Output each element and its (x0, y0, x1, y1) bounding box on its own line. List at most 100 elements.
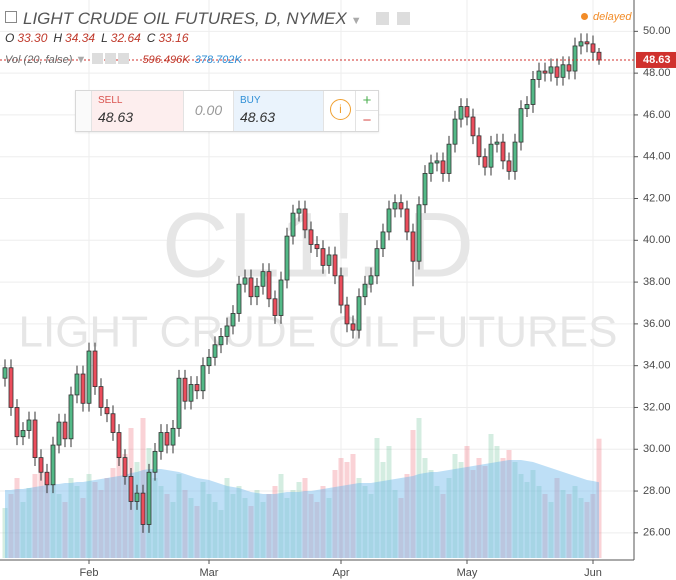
last-price-label: 48.63 (643, 54, 671, 66)
volume-bar (158, 486, 164, 558)
candle-body (284, 235, 290, 281)
volume-bar (392, 490, 398, 558)
volume-bar (554, 478, 560, 558)
volume-bar (512, 462, 518, 558)
candle-body (188, 384, 194, 402)
y-tick-label: 44.00 (643, 151, 671, 163)
candle-body (554, 66, 560, 78)
volume-bar (254, 490, 260, 558)
icon[interactable] (118, 53, 130, 64)
candle-body (86, 350, 92, 404)
candle-body (482, 156, 488, 168)
candle-body (416, 204, 422, 262)
y-tick-label: 32.00 (643, 401, 671, 413)
candle-body (152, 450, 158, 473)
collapse-button[interactable] (5, 11, 17, 23)
volume-bar (470, 470, 476, 558)
candle-body (104, 407, 110, 415)
candle-body (494, 141, 500, 145)
candle-body (314, 244, 320, 250)
volume-bar (62, 502, 68, 558)
candle-body (38, 457, 44, 473)
volume-bar (536, 486, 542, 558)
volume-bar (314, 502, 320, 558)
volume-bar (356, 478, 362, 558)
candle-body (14, 407, 20, 438)
plus-button[interactable]: + (356, 91, 378, 111)
volume-bar (86, 474, 92, 558)
volume-bar (272, 486, 278, 558)
candle-body (524, 104, 530, 110)
volume-bar (188, 498, 194, 558)
volume-bar (44, 482, 50, 558)
candle-body (518, 108, 524, 143)
candle-body (50, 444, 56, 486)
candle-body (362, 283, 368, 298)
volume-bar (134, 462, 140, 558)
candle-body (32, 419, 38, 459)
candle-body (500, 141, 506, 162)
info-button[interactable]: i (330, 99, 351, 120)
candle-body (404, 208, 410, 233)
candle-body (422, 173, 428, 206)
candle-body (560, 64, 566, 78)
ohlc-readout: O 33.30 H 34.34 L 32.64 C 33.16 (5, 31, 195, 45)
candle-body (512, 141, 518, 172)
dropdown-arrow[interactable]: ▼ (75, 54, 87, 66)
sell-label: SELL (98, 95, 123, 106)
settings-icon[interactable] (376, 12, 390, 25)
volume-bar (494, 446, 500, 558)
volume-bar (434, 486, 440, 558)
buy-label: BUY (240, 95, 261, 106)
icon[interactable] (92, 53, 104, 64)
info-cell: i (324, 91, 356, 131)
candle-body (68, 394, 74, 440)
minus-button[interactable]: − (362, 112, 372, 129)
icon[interactable] (105, 53, 117, 64)
candle-body (374, 248, 380, 277)
candle-body (356, 296, 362, 331)
candle-body (410, 231, 416, 262)
buy-button[interactable]: BUY 48.63 (234, 91, 324, 131)
volume-bar (194, 506, 200, 558)
y-tick-label: 46.00 (643, 109, 671, 121)
candle-body (434, 160, 440, 164)
volume-bar (458, 462, 464, 558)
sell-button[interactable]: SELL 48.63 (92, 91, 184, 131)
candle-body (326, 254, 332, 266)
candle-body (452, 118, 458, 145)
candle-body (584, 41, 590, 45)
candle-body (146, 471, 152, 525)
volume-bar (308, 494, 314, 558)
volume-bar (290, 490, 296, 558)
volume-bar (440, 494, 446, 558)
candle-body (242, 277, 248, 285)
y-tick-label: 28.00 (643, 485, 671, 497)
ohlc-value: 32.64 (110, 31, 141, 45)
candle-body (206, 356, 212, 367)
candle-body (248, 277, 254, 298)
candle-body (278, 279, 284, 316)
volume-bar (542, 494, 548, 558)
dropdown-arrow[interactable]: ▼ (350, 15, 362, 27)
candle-body (2, 367, 8, 379)
volume-bar (38, 458, 44, 558)
ohlc-key: H (53, 31, 63, 45)
candle-body (566, 64, 572, 72)
candle-body (44, 471, 50, 486)
ohlc-key: L (101, 31, 108, 45)
volume-bar (506, 450, 512, 558)
candle-body (488, 143, 494, 168)
volume-bar (2, 508, 8, 558)
volume-legend: Vol (20, false) ▼ 596.496K 378.702K (5, 53, 242, 66)
drag-handle[interactable] (76, 91, 92, 131)
volume-bar (266, 494, 272, 558)
candle-body (272, 298, 278, 316)
quantity-buttons: + − (356, 91, 378, 131)
close-icon[interactable] (397, 12, 411, 25)
candle-body (122, 457, 128, 477)
volume-bar (224, 478, 230, 558)
candle-body (26, 419, 32, 431)
candle-body (572, 45, 578, 72)
volume-bar (236, 486, 242, 558)
